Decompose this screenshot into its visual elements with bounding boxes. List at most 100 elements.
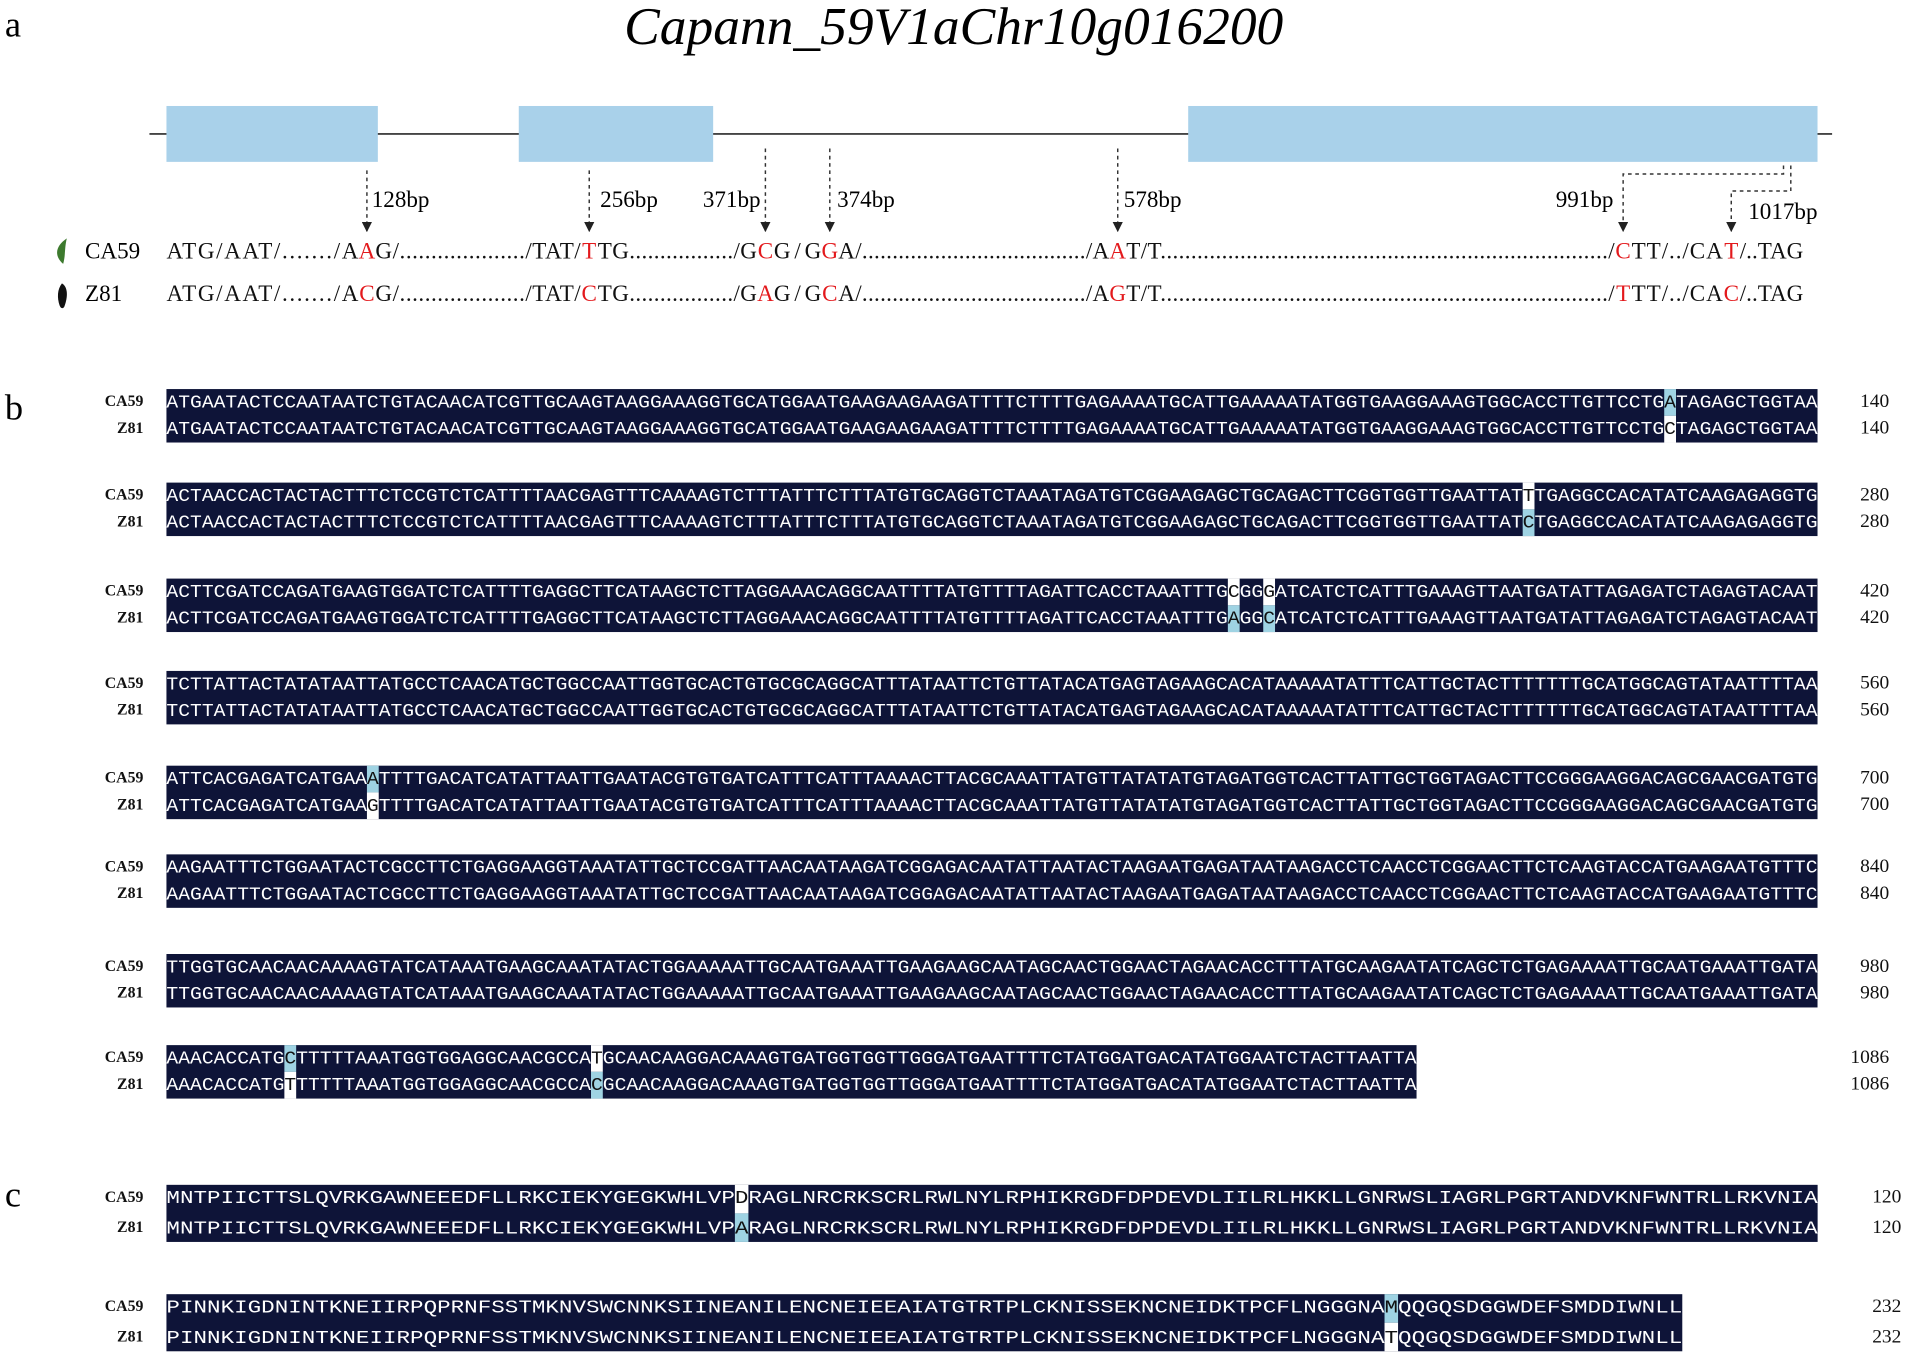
position-label: 128bp — [372, 186, 430, 212]
accession-name: CA59 — [105, 1049, 144, 1066]
mismatch-base: T — [1385, 1329, 1399, 1349]
mismatch-cell — [1384, 1294, 1399, 1323]
alignment-background — [166, 670, 1818, 725]
sequence-segment: TG................./G — [598, 280, 757, 306]
sequence-run: PINNKIGDNINTKNEIIRPQPRNFSSTMKNVSWCNNKSII… — [166, 1329, 1384, 1349]
sequence-run: AAGAATTTCTGGAATACTCGCCTTCTGAGGAAGGTAAATA… — [166, 859, 1817, 879]
position-number: 140 — [1860, 391, 1889, 412]
sequence-run: ATTCACGAGATCATGAA — [166, 797, 367, 817]
sequence-run: ACTTCGATCCAGATGAAGTGGATCTCATTTTGAGGCTTCA… — [166, 609, 1227, 629]
mismatch-cell — [366, 792, 379, 820]
aligned-sequence: PINNKIGDNINTKNEIIRPQPRNFSSTMKNVSWCNNKSII… — [166, 1298, 1682, 1318]
mismatch-base: T — [591, 1049, 603, 1069]
variant-base: T — [582, 237, 596, 263]
position-number: 560 — [1860, 673, 1889, 694]
accession-name: Z81 — [117, 609, 143, 626]
alignment-block: CA59 PINNKIGDNINTKNEIIRPQPRNFSSTMKNVSWCNN… — [105, 1294, 1901, 1352]
aligned-sequence: MNTPIICTTSLQVRKGAWNEEEDFLLRKCIEKYGEGKWHL… — [166, 1189, 1817, 1209]
position-number: 140 — [1860, 418, 1889, 439]
variant-base: A — [757, 280, 774, 306]
variant-base: A — [1109, 237, 1126, 263]
variant-base: G — [1109, 280, 1126, 306]
sequence-run: GG — [1240, 609, 1264, 629]
mismatch-cell — [1522, 509, 1535, 537]
sequence-run: TTTTGACATCATATTAATTGAATACGTGTGATCATTTCAT… — [379, 797, 1818, 817]
sequence-segment: A/...................................../… — [838, 237, 1109, 263]
sequence-run: TCTTATTACTATATAATTATGCCTCAACATGCTGGCCAAT… — [166, 675, 1817, 695]
alignment-block: CA59 TTGGTGCAACAACAAAAGTATCATAAATGAAGCAAA… — [105, 954, 1889, 1008]
sequence-run: TTTTGACATCATATTAATTGAATACGTGTGATCATTTCAT… — [379, 770, 1818, 790]
variant-base: T — [1724, 237, 1738, 263]
sequence-segment: G/G — [774, 280, 821, 306]
accession-name: CA59 — [105, 487, 144, 504]
mismatch-base: C — [1523, 514, 1535, 534]
arrow — [1618, 165, 1785, 233]
mismatch-cell — [591, 1071, 603, 1099]
sequence-run: ACTTCGATCCAGATGAAGTGGATCTCATTTTGAGGCTTCA… — [166, 583, 1227, 603]
position-number: 420 — [1860, 580, 1889, 601]
sequence-run: MNTPIICTTSLQVRKGAWNEEEDFLLRKCIEKYGEGKWHL… — [166, 1219, 734, 1239]
snp-positions: 128bp 256bp 371bp 374bp 578bp 991bp 1017… — [372, 186, 1818, 224]
sequence-run: ATGAATACTCCAATAATCTGTACAACATCGTTGCAAGTAA… — [166, 393, 1664, 413]
sequence-run: GCAACAAGGACAAAGTGATGGTGGTTGGGATGAATTTTCT… — [603, 1049, 1417, 1069]
position-number: 420 — [1860, 607, 1889, 628]
sequence-run: TTTTTAAATGGTGGAGGCAACGCCA — [296, 1049, 591, 1069]
position-number: 1086 — [1850, 1047, 1889, 1068]
alignment-block: CA59 ACTTCGATCCAGATGAAGTGGATCTCATTTTGAGGC… — [105, 578, 1889, 633]
sequence-segment: G/G — [774, 237, 821, 263]
alignment-block: CA59 MNTPIICTTSLQVRKGAWNEEEDFLLRKCIEKYGEG… — [105, 1184, 1901, 1242]
accession-name: Z81 — [117, 885, 143, 902]
alignment-block: CA59 ACTAACCACTACTACTTTCTCCGTCTCATTTTAACG… — [105, 482, 1889, 537]
aligned-sequence: ATGAATACTCCAATAATCTGTACAACATCGTTGCAAGTAA… — [166, 420, 1817, 440]
accession-name: CA59 — [105, 858, 144, 875]
aligned-sequence: TTGGTGCAACAACAAAAGTATCATAAATGAAGCAAATATA… — [166, 958, 1817, 978]
variant-base: C — [359, 280, 374, 306]
alignment-background — [166, 1294, 1683, 1352]
accession-name: CA59 — [85, 237, 140, 263]
exon — [166, 105, 378, 162]
mismatch-base: G — [1263, 583, 1275, 603]
alignment-background — [166, 1045, 1417, 1099]
sequence-run: AAACACCATG — [166, 1049, 284, 1069]
sequence-run: ATCATCTCATTTGAAAGTTAATGATATTAGAGATCTAGAG… — [1275, 609, 1818, 629]
gene-structure — [149, 105, 1833, 162]
accession-name: Z81 — [117, 985, 143, 1002]
panel-label: b — [5, 387, 23, 427]
leaf-icon — [57, 238, 67, 264]
accession-name: Z81 — [117, 513, 143, 530]
alignment-background — [166, 482, 1818, 537]
sequence-run: ATGAATACTCCAATAATCTGTACAACATCGTTGCAAGTAA… — [166, 420, 1664, 440]
sequence-run: MNTPIICTTSLQVRKGAWNEEEDFLLRKCIEKYGEGKWHL… — [166, 1189, 734, 1209]
mismatch-base: C — [1228, 583, 1240, 603]
position-label: 256bp — [600, 186, 658, 212]
sequence-run: PINNKIGDNINTKNEIIRPQPRNFSSTMKNVSWCNNKSII… — [166, 1298, 1384, 1318]
sequence-run: TTGGTGCAACAACAAAAGTATCATAAATGAAGCAAATATA… — [166, 958, 1817, 978]
aligned-sequence: ATTCACGAGATCATGAA ATTTTGACATCATATTAATTGAA… — [166, 770, 1817, 790]
sequence-run: AAGAATTTCTGGAATACTCGCCTTCTGAGGAAGGTAAATA… — [166, 885, 1817, 905]
sequence-run: AAACACCATG — [166, 1076, 284, 1096]
arrow — [1726, 165, 1792, 233]
accession-name: Z81 — [117, 702, 143, 719]
position-number: 280 — [1860, 484, 1889, 505]
sequence-run: TGAGGCCACATATCAAGAGAGGTG — [1534, 487, 1817, 507]
variant-base: A — [359, 237, 376, 263]
mismatch-cell — [591, 1045, 603, 1072]
alignment-block: CA59 ATGAATACTCCAATAATCTGTACAACATCGTTGCAA… — [105, 389, 1889, 443]
position-number: 700 — [1860, 768, 1889, 789]
gene-title: Capann_59V1aChr10g016200 — [624, 0, 1283, 56]
sequence-run: QQGQSDGGWDEFSMDDIWNLL — [1398, 1329, 1682, 1349]
position-label: 371bp — [703, 186, 761, 212]
sequence-run: TAGAGCTGGTAA — [1676, 393, 1818, 413]
variant-base: C — [582, 280, 597, 306]
sequence-run: ATTCACGAGATCATGAA — [166, 770, 367, 790]
sequence-segment: /..TAG — [1740, 280, 1804, 306]
mismatch-cell — [1522, 482, 1535, 510]
variant-base: C — [822, 280, 837, 306]
alignment-block: CA59 TCTTATTACTATATAATTATGCCTCAACATGCTGGC… — [105, 670, 1889, 725]
sequence-run: TTGGTGCAACAACAAAAGTATCATAAATGAAGCAAATATA… — [166, 985, 1817, 1005]
alignment-block: CA59 AAGAATTTCTGGAATACTCGCCTTCTGAGGAAGGTA… — [105, 854, 1889, 908]
variant-base: G — [821, 237, 838, 263]
mismatch-base: A — [1228, 609, 1240, 629]
position-number: 980 — [1860, 956, 1889, 977]
